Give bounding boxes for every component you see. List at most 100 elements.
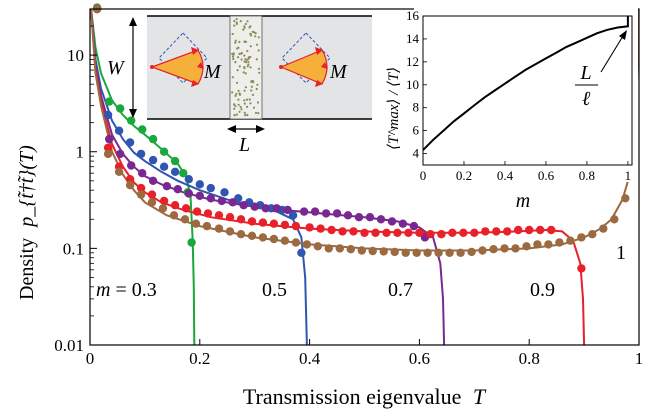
scatterer-dot bbox=[250, 85, 253, 88]
left-mirror-icon bbox=[150, 32, 208, 87]
length-arrow-icon bbox=[227, 125, 265, 133]
scatterer-dot bbox=[231, 32, 234, 36]
series-4-point-48 bbox=[621, 194, 630, 203]
series-2-point-9 bbox=[195, 191, 204, 200]
series-1-point-17 bbox=[288, 211, 298, 220]
series-4-point-36 bbox=[489, 245, 498, 254]
scatterer-dot bbox=[249, 34, 253, 37]
series-label-1: 1 bbox=[616, 242, 626, 264]
series-2-point-24 bbox=[365, 213, 375, 222]
scatterer-dot bbox=[234, 39, 237, 42]
series-2-point-19 bbox=[310, 207, 320, 216]
series-4-point-17 bbox=[280, 236, 290, 245]
series-2-point-12 bbox=[228, 198, 237, 207]
series-4-point-30 bbox=[423, 248, 432, 257]
series-3-point-15 bbox=[258, 218, 268, 227]
series-3-point-31 bbox=[437, 230, 446, 239]
scatterer-dot bbox=[244, 114, 247, 117]
series-4-point-37 bbox=[500, 244, 509, 253]
scatterer-dot bbox=[256, 83, 259, 86]
series-3-point-16 bbox=[269, 219, 279, 228]
scatterer-dot bbox=[246, 113, 249, 117]
series-4-point-31 bbox=[434, 248, 443, 257]
series-4-point-32 bbox=[445, 248, 454, 257]
scatterer-dot bbox=[257, 49, 260, 52]
scatterer-dot bbox=[248, 26, 251, 29]
scatterer-dot bbox=[247, 60, 250, 63]
series-2-point-15 bbox=[261, 204, 270, 213]
inset-y-tick-label-6: 16 bbox=[406, 8, 420, 23]
series-4-point-40 bbox=[533, 240, 542, 249]
left-mirror-label: M bbox=[203, 61, 222, 83]
inset-y-tick-label-0: 4 bbox=[413, 146, 420, 161]
series-4-point-44 bbox=[577, 233, 586, 242]
series-1-point-2 bbox=[114, 126, 124, 135]
inset-x-axis-label: m bbox=[516, 190, 530, 212]
series-2-point-16 bbox=[272, 204, 281, 213]
scatterer-dot bbox=[243, 111, 246, 114]
series-2-point-4 bbox=[138, 169, 147, 178]
series-1-point-6 bbox=[159, 162, 169, 171]
x-tick-label-5: 1 bbox=[635, 349, 644, 368]
series-3-point-42 bbox=[577, 264, 586, 273]
scatterer-dot bbox=[244, 86, 247, 89]
scatterer-dot bbox=[233, 24, 236, 27]
series-4-point-20 bbox=[313, 242, 322, 251]
series-3-point-20 bbox=[316, 224, 325, 233]
series-3-point-18 bbox=[291, 221, 301, 231]
series-4-point-45 bbox=[588, 230, 597, 239]
series-2-point-5 bbox=[148, 176, 158, 185]
scatterer-dot bbox=[246, 49, 249, 53]
inset-y-tick-label-2: 8 bbox=[413, 100, 420, 115]
scatterer-dot bbox=[250, 89, 253, 92]
series-4-point-7 bbox=[169, 211, 179, 220]
scatterer-dot bbox=[238, 110, 241, 113]
series-4-point-29 bbox=[412, 248, 421, 257]
series-2-point-22 bbox=[343, 211, 353, 220]
series-3-point-19 bbox=[305, 223, 314, 232]
series-4-point-10 bbox=[202, 221, 212, 231]
series-2-point-8 bbox=[184, 189, 193, 198]
series-3-point-10 bbox=[203, 209, 213, 218]
scatterers-layer bbox=[231, 18, 261, 117]
series-4-point-35 bbox=[478, 246, 487, 255]
y-axis-label-math: p_{t̃†t̃}(T) bbox=[16, 145, 38, 229]
series-1-point-9 bbox=[195, 180, 204, 189]
series-3-point-24 bbox=[360, 228, 369, 237]
series-3-point-38 bbox=[514, 225, 523, 235]
series-2-point-18 bbox=[299, 207, 309, 216]
scatterer-dot bbox=[236, 81, 239, 84]
series-2-point-25 bbox=[376, 215, 386, 224]
series-3-point-3 bbox=[125, 175, 135, 184]
series-3-point-21 bbox=[327, 225, 336, 235]
schematic-inset: M M W L bbox=[107, 15, 372, 156]
x-tick-label-2: 0.4 bbox=[299, 349, 321, 368]
series-0-point-5 bbox=[148, 134, 158, 144]
series-4-point-33 bbox=[456, 248, 465, 257]
scatterer-dot bbox=[242, 28, 245, 31]
series-4-point-15 bbox=[258, 233, 268, 242]
series-4-point-25 bbox=[368, 246, 377, 256]
scatterer-dot bbox=[249, 45, 252, 48]
scatterer-dot bbox=[245, 98, 249, 101]
scatterer-dot bbox=[238, 40, 241, 44]
series-4-point-47 bbox=[610, 215, 619, 224]
series-1-point-5 bbox=[148, 155, 158, 165]
series-3-point-35 bbox=[481, 227, 490, 236]
series-3-point-28 bbox=[404, 228, 413, 237]
series-2-point-13 bbox=[239, 201, 248, 210]
scatterer-dot bbox=[233, 19, 236, 23]
series-4-point-42 bbox=[555, 238, 564, 247]
scatterer-dot bbox=[255, 87, 258, 91]
series-3-point-11 bbox=[214, 211, 224, 220]
x-tick-label-0: 0 bbox=[86, 349, 95, 368]
scatterer-dot bbox=[243, 89, 246, 92]
series-3-point-34 bbox=[470, 228, 479, 237]
scatterer-dot bbox=[243, 25, 246, 28]
scatterer-dot bbox=[242, 71, 245, 74]
series-4-point-22 bbox=[335, 244, 344, 253]
series-4-point-12 bbox=[225, 227, 235, 236]
series-4-point-11 bbox=[214, 224, 224, 233]
